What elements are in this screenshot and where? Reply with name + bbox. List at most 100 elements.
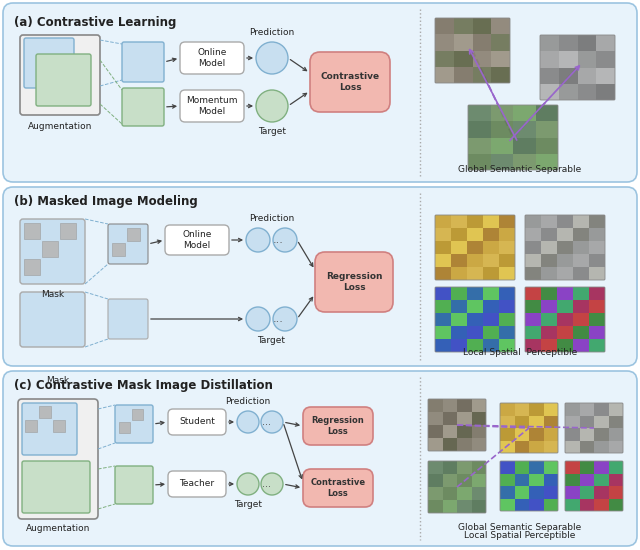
Bar (609, 474, 623, 486)
Bar (435, 267, 451, 280)
FancyBboxPatch shape (108, 224, 148, 264)
Bar (559, 51, 577, 68)
Bar (596, 84, 615, 100)
Bar (435, 228, 451, 241)
FancyBboxPatch shape (20, 35, 100, 115)
Bar (499, 241, 515, 254)
Text: Mask: Mask (41, 290, 64, 299)
Bar (60, 223, 76, 239)
Bar (577, 84, 596, 100)
Bar (472, 487, 486, 500)
Bar (573, 313, 589, 326)
Bar (559, 84, 577, 100)
Bar (472, 18, 492, 34)
Bar (589, 241, 605, 254)
Bar (127, 228, 140, 241)
Bar (472, 399, 486, 412)
Bar (24, 223, 40, 239)
Bar (609, 461, 623, 474)
Circle shape (256, 90, 288, 122)
Bar (490, 105, 513, 121)
FancyBboxPatch shape (168, 471, 226, 497)
Bar (529, 486, 543, 498)
FancyBboxPatch shape (180, 42, 244, 74)
Bar (515, 486, 529, 498)
Text: Global Semantic Separable: Global Semantic Separable (458, 523, 582, 532)
Bar (594, 461, 609, 474)
Bar (457, 487, 472, 500)
Bar (557, 241, 573, 254)
Bar (454, 51, 472, 67)
Bar (472, 67, 492, 83)
Bar (483, 267, 499, 280)
Bar (499, 287, 515, 300)
Bar (428, 500, 442, 513)
Bar (573, 300, 589, 313)
Text: Target: Target (257, 336, 285, 345)
Bar (428, 399, 442, 412)
Bar (451, 254, 467, 267)
Bar (454, 67, 472, 83)
Bar (472, 412, 486, 425)
Bar (499, 313, 515, 326)
Circle shape (261, 473, 283, 495)
Bar (435, 287, 451, 300)
Bar (472, 51, 492, 67)
Bar (525, 267, 541, 280)
Circle shape (273, 307, 297, 331)
Text: ...: ... (262, 479, 271, 489)
Bar (468, 138, 490, 154)
Bar (579, 461, 594, 474)
Bar (513, 154, 536, 170)
Bar (442, 487, 457, 500)
Text: Prediction: Prediction (225, 397, 271, 406)
Bar (573, 215, 589, 228)
Bar (467, 300, 483, 313)
Bar (472, 500, 486, 513)
Bar (467, 326, 483, 339)
Bar (594, 486, 609, 498)
Bar (541, 313, 557, 326)
Bar (557, 326, 573, 339)
Bar (515, 428, 529, 441)
Bar (490, 138, 513, 154)
Bar (435, 326, 451, 339)
Bar (500, 441, 515, 453)
Bar (515, 441, 529, 453)
Bar (543, 486, 558, 498)
Text: ...: ... (273, 235, 284, 245)
Bar (525, 215, 541, 228)
Bar (577, 51, 596, 68)
Bar (428, 412, 442, 425)
FancyBboxPatch shape (303, 469, 373, 507)
Bar (594, 498, 609, 511)
Bar (579, 403, 594, 415)
Bar (565, 403, 579, 415)
Bar (457, 500, 472, 513)
Bar (451, 326, 467, 339)
Bar (557, 339, 573, 352)
Bar (525, 326, 541, 339)
Bar (515, 403, 529, 415)
Bar (435, 18, 454, 34)
Text: Local Spatial Perceptible: Local Spatial Perceptible (464, 531, 576, 540)
Bar (451, 300, 467, 313)
Bar (589, 267, 605, 280)
Bar (500, 498, 515, 511)
Bar (573, 326, 589, 339)
Text: Prediction: Prediction (249, 214, 294, 223)
Bar (589, 287, 605, 300)
FancyBboxPatch shape (3, 187, 637, 366)
Bar (536, 154, 558, 170)
Bar (579, 415, 594, 428)
Bar (541, 228, 557, 241)
Bar (442, 500, 457, 513)
Bar (468, 154, 490, 170)
Bar (565, 461, 579, 474)
Bar (483, 228, 499, 241)
Bar (435, 215, 451, 228)
Bar (467, 254, 483, 267)
Text: Teacher: Teacher (179, 480, 214, 488)
Bar (589, 339, 605, 352)
Bar (483, 241, 499, 254)
